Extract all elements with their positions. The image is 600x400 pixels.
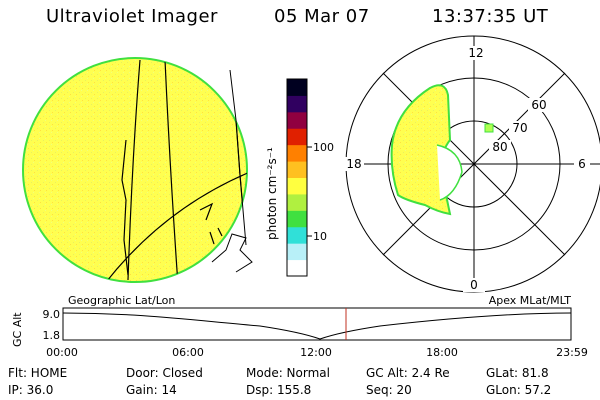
status-seq: Seq: 20 — [366, 383, 412, 397]
x-tick-0000: 00:00 — [46, 346, 78, 359]
status-flight: Flt: HOME — [8, 366, 68, 380]
x-tick-2359: 23:59 — [556, 346, 588, 359]
colorbar-segment — [287, 161, 307, 178]
colorbar-segment — [287, 193, 307, 211]
colorbar-segment — [287, 111, 307, 129]
altitude-plot: 9.0 1.8 GC Alt 00:00 06:00 12:00 18:00 2… — [11, 307, 588, 359]
status-gain: Gain: 14 — [126, 383, 177, 397]
x-tick-0600: 06:00 — [172, 346, 204, 359]
colorbar-segment — [287, 95, 307, 113]
auroral-oval — [390, 84, 452, 216]
time-label: 13:37:35 UT — [432, 6, 549, 27]
colorbar-tick-100: 100 — [313, 141, 334, 154]
colorbar-tick-10: 10 — [313, 230, 327, 243]
lat-label-60: 60 — [531, 98, 546, 112]
colorbar-segment — [287, 177, 307, 195]
colorbar-segment — [287, 79, 307, 96]
alt-ylabel: GC Alt — [11, 312, 24, 347]
colorbar-segment — [287, 243, 307, 261]
x-tick-1200: 12:00 — [300, 346, 332, 359]
status-dsp: Dsp: 155.8 — [246, 383, 312, 397]
colorbar-segment — [287, 144, 307, 162]
colorbar-segment — [287, 259, 307, 277]
status-ip: IP: 36.0 — [8, 383, 54, 397]
status-glat: GLat: 81.8 — [486, 366, 549, 380]
mlt-label-6: 6 — [578, 157, 586, 171]
geographic-image — [22, 57, 253, 283]
colorbar: 100 10 photon cm⁻²s⁻¹ — [265, 78, 334, 277]
colorbar-segment — [287, 210, 307, 228]
colorbar-unit-label: photon cm⁻²s⁻¹ — [265, 147, 279, 240]
colorbar-segment — [287, 226, 307, 244]
lat-label-70: 70 — [512, 121, 527, 135]
apex-label: Apex MLat/MLT — [489, 294, 572, 307]
status-glon: GLon: 57.2 — [486, 383, 552, 397]
date-label: 05 Mar 07 — [274, 6, 370, 27]
status-mode: Mode: Normal — [246, 366, 330, 380]
app-title: Ultraviolet Imager — [46, 6, 218, 27]
geographic-label: Geographic Lat/Lon — [68, 294, 175, 307]
status-door: Door: Closed — [126, 366, 203, 380]
alt-tick-low: 1.8 — [43, 329, 61, 342]
colorbar-segment — [287, 128, 307, 146]
mlt-label-18: 18 — [346, 157, 361, 171]
alt-tick-high: 9.0 — [43, 308, 61, 321]
polar-plot: 12 0 18 6 60 70 80 — [344, 35, 600, 293]
lat-label-80: 80 — [492, 140, 507, 154]
x-tick-1800: 18:00 — [426, 346, 458, 359]
status-gc-alt: GC Alt: 2.4 Re — [366, 366, 450, 380]
mlt-label-12: 12 — [468, 46, 483, 60]
mlt-label-0: 0 — [470, 278, 478, 292]
